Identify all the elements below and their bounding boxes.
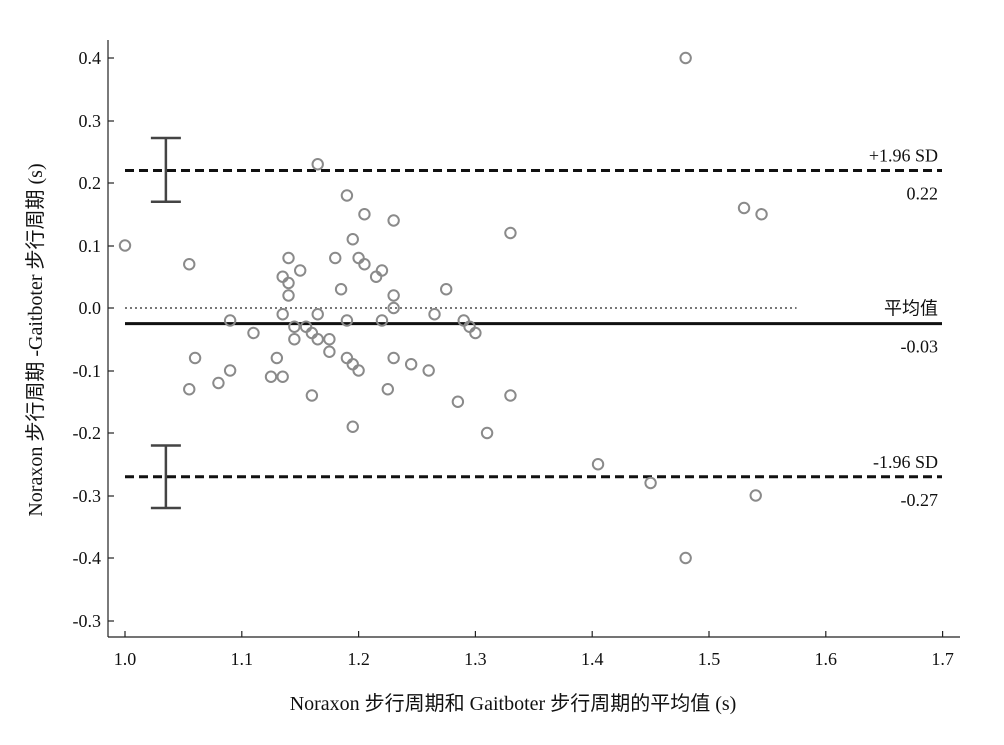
- data-point: [340, 189, 354, 202]
- data-point: [282, 251, 295, 265]
- data-point: [387, 289, 400, 302]
- data-point: [323, 345, 336, 358]
- data-point: [212, 376, 225, 390]
- mean-label: 平均值: [884, 299, 938, 319]
- mean-value: -0.03: [901, 337, 939, 357]
- data-point: [480, 426, 494, 440]
- y-tick-label: 0.1: [79, 236, 102, 256]
- y-tick-label: -0.2: [73, 423, 102, 443]
- data-point: [288, 333, 301, 346]
- data-point: [346, 420, 359, 433]
- data-point: [223, 314, 237, 327]
- data-point: [183, 383, 196, 396]
- data-point: [323, 333, 336, 346]
- data-point: [340, 351, 354, 365]
- data-point: [352, 251, 365, 265]
- data-point: [311, 333, 324, 346]
- data-point: [591, 458, 605, 471]
- y-axis-title: Noraxon 步行周期 -Gaitboter 步行周期 (s): [24, 163, 47, 516]
- x-tick-label: 1.2: [347, 649, 370, 669]
- upper-limit-label: +1.96 SD: [869, 146, 938, 166]
- data-point: [346, 358, 359, 371]
- data-point: [247, 326, 260, 340]
- lower-limit-value: -0.27: [901, 490, 939, 510]
- data-point: [183, 258, 196, 271]
- data-point: [329, 251, 342, 265]
- data-point: [358, 258, 371, 271]
- data-point: [679, 551, 692, 565]
- data-point: [428, 308, 441, 321]
- data-point: [369, 270, 383, 283]
- data-point: [352, 364, 365, 377]
- data-point: [387, 301, 400, 315]
- data-point: [387, 214, 400, 227]
- data-point: [381, 383, 394, 396]
- data-point: [276, 270, 289, 283]
- x-tick-label: 1.6: [815, 649, 838, 669]
- data-point: [311, 158, 324, 171]
- data-point: [737, 201, 751, 215]
- data-point: [270, 351, 284, 365]
- data-point: [755, 208, 768, 221]
- data-point: [469, 326, 482, 340]
- data-point: [679, 51, 692, 65]
- y-tick-label: -0.4: [73, 548, 102, 568]
- x-tick-label: 1.7: [931, 649, 954, 669]
- data-point: [311, 308, 324, 321]
- lower-limit-label: -1.96 SD: [873, 452, 938, 472]
- data-point: [288, 320, 301, 333]
- data-point: [375, 264, 389, 277]
- data-point: [334, 283, 348, 296]
- x-tick-label: 1.0: [114, 649, 137, 669]
- y-tick-label: -0.3: [73, 486, 102, 506]
- x-tick-label: 1.1: [231, 649, 254, 669]
- data-point: [276, 308, 289, 321]
- data-point: [305, 326, 319, 340]
- data-points: [118, 51, 768, 565]
- upper-limit-value: 0.22: [907, 184, 939, 204]
- data-point: [644, 476, 657, 490]
- data-point: [749, 489, 762, 502]
- y-ticks: 0.4 0.3 0.2 0.1 0.0 -0.1 -0.2 -0.3 -0.4 -0.3: [73, 48, 114, 631]
- data-point: [223, 364, 237, 377]
- data-point: [504, 389, 517, 402]
- data-point: [346, 233, 359, 246]
- data-point: [282, 289, 295, 302]
- data-point: [118, 239, 132, 252]
- y-tick-label: 0.4: [79, 48, 102, 68]
- data-point: [387, 351, 400, 365]
- y-tick-label: 0.0: [79, 298, 102, 318]
- data-point: [305, 389, 319, 402]
- data-point: [422, 364, 435, 377]
- x-axis-title: Noraxon 步行周期和 Gaitboter 步行周期的平均值 (s): [290, 692, 737, 715]
- data-point: [188, 351, 202, 365]
- data-point: [451, 395, 465, 408]
- x-tick-label: 1.3: [464, 649, 487, 669]
- data-point: [340, 314, 354, 327]
- data-point: [375, 314, 389, 327]
- y-tick-label: -0.3: [73, 611, 102, 631]
- data-point: [404, 358, 418, 371]
- data-point: [282, 276, 295, 290]
- confidence-interval-bars: [150, 136, 181, 510]
- x-tick-label: 1.5: [698, 649, 721, 669]
- data-point: [504, 226, 517, 240]
- data-point: [264, 370, 278, 383]
- data-point: [358, 208, 371, 221]
- x-tick-label: 1.4: [581, 649, 604, 669]
- x-ticks: 1.0 1.1 1.2 1.3 1.4 1.5 1.6 1.7: [114, 631, 954, 669]
- y-tick-label: 0.2: [79, 173, 102, 193]
- y-tick-label: -0.1: [73, 361, 102, 381]
- data-point: [276, 370, 289, 383]
- y-tick-label: 0.3: [79, 111, 102, 131]
- data-point: [440, 283, 453, 296]
- data-point: [294, 264, 307, 277]
- reference-lines: +1.96 SD 0.22 平均值 -0.03 -1.96 SD -0.27: [125, 146, 942, 510]
